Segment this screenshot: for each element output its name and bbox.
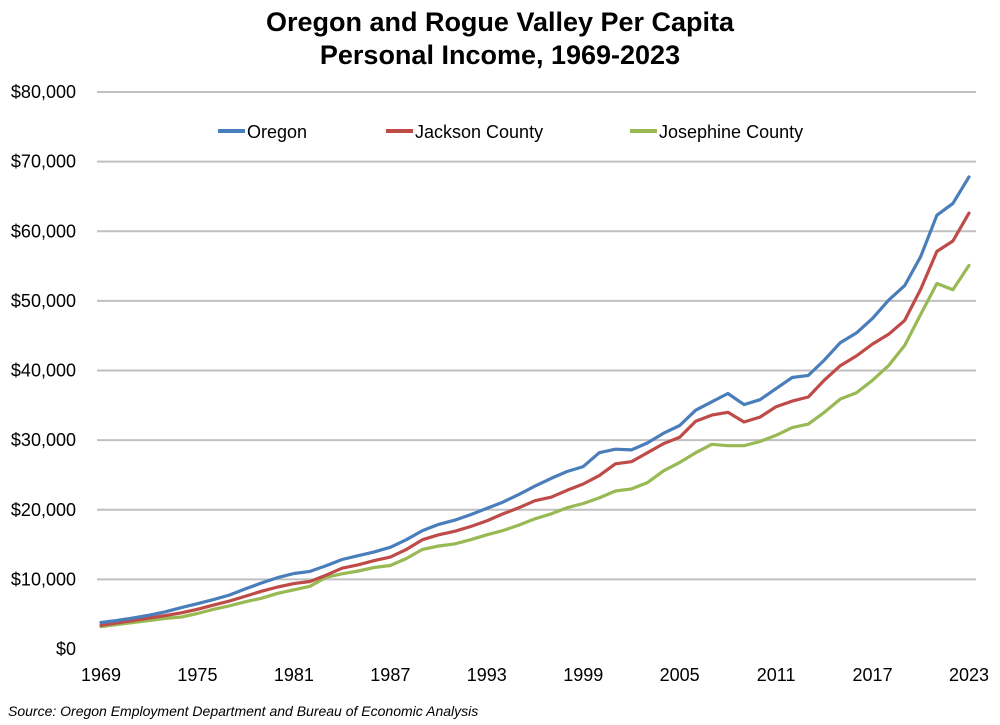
chart-title-line-1: Oregon and Rogue Valley Per Capita	[265, 7, 735, 37]
y-tick-label: $70,000	[11, 152, 76, 172]
x-tick-label: 1993	[467, 665, 507, 685]
y-tick-label: $80,000	[11, 82, 76, 102]
x-tick-label: 2017	[853, 665, 893, 685]
y-tick-label: $10,000	[11, 569, 76, 589]
gridlines	[97, 91, 976, 581]
series-line-josephine-county	[99, 263, 971, 629]
y-tick-label: $20,000	[11, 500, 76, 520]
y-tick-label: $60,000	[11, 221, 76, 241]
y-tick-label: $30,000	[11, 430, 76, 450]
source-note: Source: Oregon Employment Department and…	[8, 703, 479, 719]
y-axis-ticks: $0 $10,000 $20,000 $30,000 $40,000 $50,000 $60…	[11, 82, 76, 659]
legend-label-josephine-county: Josephine County	[659, 122, 803, 142]
x-tick-label: 2011	[757, 665, 796, 685]
chart-title: Oregon and Rogue Valley Per Capita Perso…	[0, 6, 1000, 72]
series-line-jackson-county	[99, 211, 971, 627]
x-tick-label: 1999	[563, 665, 603, 685]
y-tick-label: $50,000	[11, 291, 76, 311]
x-tick-label: 1969	[81, 665, 121, 685]
x-tick-label: 2005	[660, 665, 700, 685]
legend-label-oregon: Oregon	[247, 122, 307, 142]
series-lines	[99, 175, 971, 629]
y-tick-label: $0	[56, 639, 76, 659]
series-line-oregon	[99, 175, 971, 625]
chart-title-line-2: Personal Income, 1969-2023	[319, 40, 681, 70]
x-tick-label: 2023	[949, 665, 989, 685]
x-axis-ticks: 1969 1975 1981 1987 1993 1999 2005 2011 2017 2023	[81, 665, 989, 685]
x-tick-label: 1975	[177, 665, 217, 685]
x-tick-label: 1981	[274, 665, 314, 685]
x-tick-label: 1987	[370, 665, 410, 685]
legend: Oregon Jackson County Josephine County	[218, 122, 803, 142]
y-tick-label: $40,000	[11, 361, 76, 381]
legend-label-jackson-county: Jackson County	[415, 122, 543, 142]
